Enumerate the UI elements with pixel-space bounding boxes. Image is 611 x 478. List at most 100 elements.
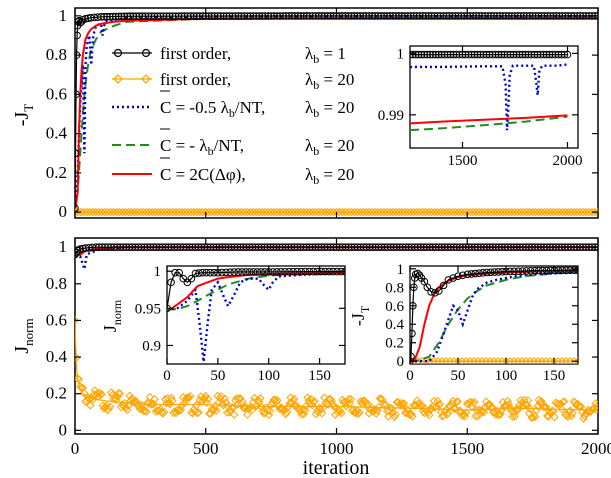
data-point — [308, 207, 317, 217]
data-point — [210, 268, 218, 277]
data-point — [183, 12, 192, 20]
data-point — [273, 268, 281, 276]
data-point — [267, 12, 275, 20]
data-point — [221, 243, 230, 251]
data-point — [311, 243, 320, 251]
data-point — [415, 12, 424, 20]
data-point — [444, 276, 453, 284]
data-point — [452, 397, 461, 407]
data-point — [120, 12, 129, 21]
data-point — [242, 243, 251, 251]
bottom-inset-left-ylabel: Jnorm — [100, 299, 124, 332]
data-point — [389, 243, 398, 251]
series-line — [167, 271, 345, 362]
y-tick-label: 1 — [397, 46, 405, 62]
data-point — [466, 397, 476, 407]
data-point — [317, 207, 326, 217]
data-point — [127, 394, 137, 403]
data-point — [473, 243, 482, 251]
data-point — [311, 207, 320, 217]
data-point — [173, 243, 182, 251]
data-point — [470, 50, 479, 59]
data-point — [490, 407, 499, 417]
data-point — [179, 243, 188, 251]
data-point — [347, 243, 356, 251]
data-point — [269, 207, 279, 217]
data-point — [482, 50, 491, 59]
data-point — [498, 207, 508, 217]
data-point — [314, 243, 323, 251]
data-point — [427, 207, 436, 217]
data-point — [242, 268, 250, 276]
data-point — [137, 400, 146, 410]
data-point — [260, 207, 270, 217]
data-point — [505, 403, 515, 412]
top-inset: 0.99 1 1500 2000 — [378, 45, 583, 169]
data-point — [299, 207, 309, 217]
x-tick-label: 100 — [257, 368, 280, 384]
data-point — [470, 243, 479, 251]
data-point — [192, 207, 202, 217]
data-point — [246, 12, 255, 20]
data-point — [423, 50, 431, 59]
data-point — [329, 402, 339, 411]
data-point — [558, 243, 566, 251]
data-point — [558, 12, 567, 20]
data-point — [389, 12, 397, 20]
data-point — [537, 207, 546, 217]
data-point — [182, 393, 191, 403]
data-point — [422, 243, 431, 251]
data-point — [138, 12, 147, 21]
data-point — [442, 12, 451, 20]
data-point — [540, 12, 549, 20]
data-point — [434, 243, 443, 251]
data-point — [392, 243, 401, 251]
data-point — [513, 207, 522, 217]
data-point — [281, 409, 291, 419]
x-tick-label: 2000 — [553, 153, 583, 169]
data-point — [479, 243, 488, 251]
data-point — [564, 243, 572, 251]
data-point — [504, 399, 514, 409]
data-point — [383, 243, 392, 251]
data-point — [110, 393, 120, 403]
data-point — [522, 12, 531, 20]
data-point — [98, 401, 108, 410]
data-point — [351, 408, 361, 418]
data-point — [225, 12, 234, 20]
data-point — [534, 266, 543, 275]
data-point — [150, 395, 159, 404]
data-point — [149, 243, 158, 251]
data-point — [195, 269, 203, 277]
data-point — [411, 50, 420, 59]
bottom-inset-left: 0.9 0.95 1 0 50 100 150 Jnorm — [100, 264, 346, 384]
data-point — [294, 12, 302, 20]
data-point — [175, 268, 184, 277]
top-inset-plot-area — [410, 50, 572, 132]
data-point — [227, 403, 237, 412]
data-point — [287, 398, 297, 407]
data-point — [276, 12, 284, 20]
data-point — [455, 243, 464, 251]
y-tick-label: 0.99 — [378, 108, 404, 124]
data-point — [156, 207, 166, 217]
series-line — [410, 269, 578, 362]
series-first-order-b-1 — [167, 267, 345, 313]
data-point — [386, 243, 395, 251]
bottom-inset-right-plot-area — [410, 266, 578, 364]
data-point — [398, 12, 406, 20]
data-point — [111, 12, 120, 21]
data-point — [263, 207, 273, 217]
data-point — [317, 267, 326, 276]
legend-entry-first-order-1: first order, λb = 1 — [112, 44, 346, 66]
bottom-inset-right-ylabel: -JT — [348, 305, 372, 326]
data-point — [439, 281, 448, 290]
data-point — [75, 204, 79, 212]
data-point — [561, 243, 569, 251]
y-tick-label: 1 — [59, 6, 68, 25]
data-point — [551, 50, 560, 59]
data-point — [344, 12, 353, 20]
data-point — [281, 243, 290, 251]
legend-lambda-4: λb = 20 — [305, 165, 354, 187]
data-point — [212, 406, 221, 415]
